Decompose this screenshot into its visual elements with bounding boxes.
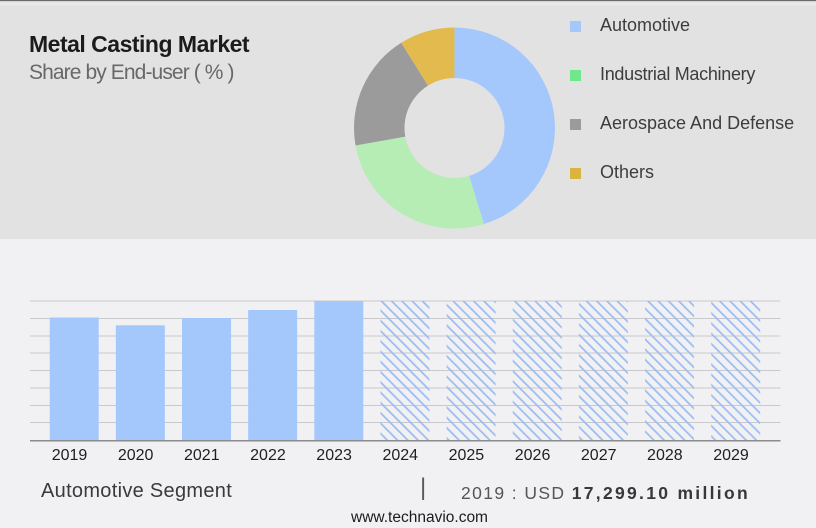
svg-text:2020: 2020 xyxy=(118,447,154,464)
svg-text:2025: 2025 xyxy=(449,447,485,464)
svg-text:2027: 2027 xyxy=(581,447,617,464)
svg-text:2023: 2023 xyxy=(316,447,352,464)
svg-text:2029: 2029 xyxy=(713,447,749,464)
svg-text:2024: 2024 xyxy=(382,447,418,464)
svg-text:2022: 2022 xyxy=(250,447,286,464)
svg-text:2021: 2021 xyxy=(184,447,220,464)
svg-text:2019: 2019 xyxy=(52,447,88,464)
svg-text:2028: 2028 xyxy=(647,447,683,464)
svg-text:2026: 2026 xyxy=(515,447,551,464)
